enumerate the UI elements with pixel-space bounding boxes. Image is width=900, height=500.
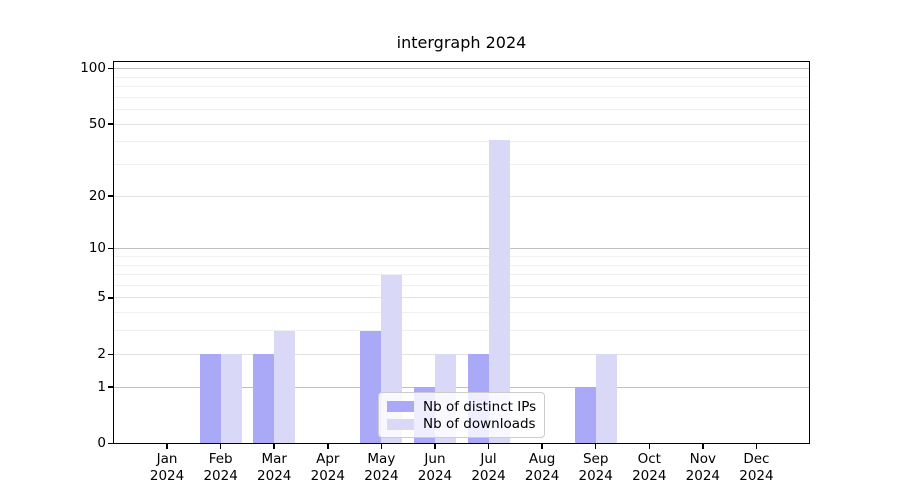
- y-axis-tick: [108, 386, 113, 388]
- chart-title: intergraph 2024: [396, 33, 527, 52]
- x-axis-tick: [380, 444, 383, 449]
- bar-downloads: [220, 354, 242, 444]
- legend-entry-downloads: Nb of downloads: [387, 416, 536, 434]
- y-axis-tick: [108, 123, 113, 125]
- gridline-minor: [114, 255, 809, 257]
- x-axis-tick: [755, 444, 758, 449]
- bar-downloads: [595, 354, 617, 444]
- bar-downloads: [274, 330, 296, 444]
- gridline-major: [114, 195, 809, 197]
- x-axis-tick: [594, 444, 597, 449]
- x-axis-tick-label: Aug 2024: [524, 451, 560, 484]
- y-axis-tick: [108, 195, 113, 197]
- gridline-minor: [114, 96, 809, 98]
- x-axis-tick: [219, 444, 222, 449]
- x-axis-tick-label: Nov 2024: [685, 451, 721, 484]
- x-axis-tick-label: Apr 2024: [310, 451, 345, 484]
- bar-distinct-ips: [199, 354, 221, 444]
- legend: Nb of distinct IPs Nb of downloads: [378, 392, 545, 438]
- x-axis-tick-label: Mar 2024: [257, 451, 292, 484]
- x-axis-tick-label: Sep 2024: [578, 451, 613, 484]
- x-axis-tick-label: May 2024: [364, 451, 399, 484]
- gridline-minor: [114, 284, 809, 286]
- gridline-minor: [114, 312, 809, 314]
- x-axis-tick: [648, 444, 651, 449]
- x-axis-tick-label: Dec 2024: [739, 451, 774, 484]
- y-axis-tick: [108, 297, 113, 299]
- gridline-minor: [114, 141, 809, 143]
- legend-swatch-distinct-ips: [387, 401, 414, 413]
- x-axis-tick-label: Jun 2024: [417, 451, 453, 484]
- x-axis-tick: [327, 444, 329, 449]
- gridline-major: [114, 297, 809, 299]
- y-axis-tick-label: 5: [97, 289, 106, 306]
- x-axis-tick-label: Feb 2024: [203, 451, 238, 484]
- y-axis-tick: [108, 353, 113, 356]
- x-axis-tick: [702, 444, 704, 449]
- gridline-minor: [114, 264, 809, 266]
- legend-label-downloads: Nb of downloads: [423, 416, 536, 433]
- plot-area: [113, 61, 810, 444]
- y-axis-tick-label: 2: [97, 345, 106, 362]
- y-axis-tick: [108, 67, 113, 70]
- x-axis-tick: [541, 444, 543, 449]
- y-axis-tick: [108, 247, 113, 250]
- bar-distinct-ips: [360, 330, 382, 444]
- gridline-minor: [114, 164, 809, 166]
- x-axis-tick: [434, 444, 436, 449]
- gridline-major: [114, 386, 809, 388]
- x-axis-tick: [166, 444, 168, 449]
- y-axis-tick-label: 0: [97, 435, 106, 451]
- y-axis-tick-label: 50: [88, 115, 106, 132]
- bar-distinct-ips: [574, 387, 596, 444]
- x-axis-tick-label: Oct 2024: [632, 451, 667, 484]
- gridline-major: [114, 248, 809, 250]
- gridline-major: [114, 68, 809, 70]
- gridline-minor: [114, 76, 809, 78]
- x-axis-tick-label: Jul 2024: [471, 451, 506, 484]
- bar-downloads: [488, 139, 510, 444]
- x-axis-tick: [273, 444, 275, 449]
- gridline-major: [114, 123, 809, 125]
- legend-swatch-downloads: [387, 418, 414, 430]
- gridline-major: [114, 353, 809, 355]
- y-axis-tick-label: 20: [88, 187, 106, 204]
- legend-label-distinct-ips: Nb of distinct IPs: [423, 398, 537, 415]
- gridline-minor: [114, 86, 809, 88]
- y-axis-tick-label: 100: [80, 60, 106, 77]
- y-axis-tick-label: 10: [88, 240, 106, 257]
- legend-entry-distinct-ips: Nb of distinct IPs: [387, 398, 536, 416]
- gridline-minor: [114, 109, 809, 111]
- x-axis-tick-label: Jan 2024: [149, 451, 185, 484]
- gridline-minor: [114, 274, 809, 276]
- y-axis-tick-label: 1: [97, 378, 106, 395]
- gridline-minor: [114, 330, 809, 332]
- x-axis-tick: [487, 444, 490, 449]
- bar-distinct-ips: [253, 354, 275, 444]
- y-axis-tick: [108, 442, 113, 445]
